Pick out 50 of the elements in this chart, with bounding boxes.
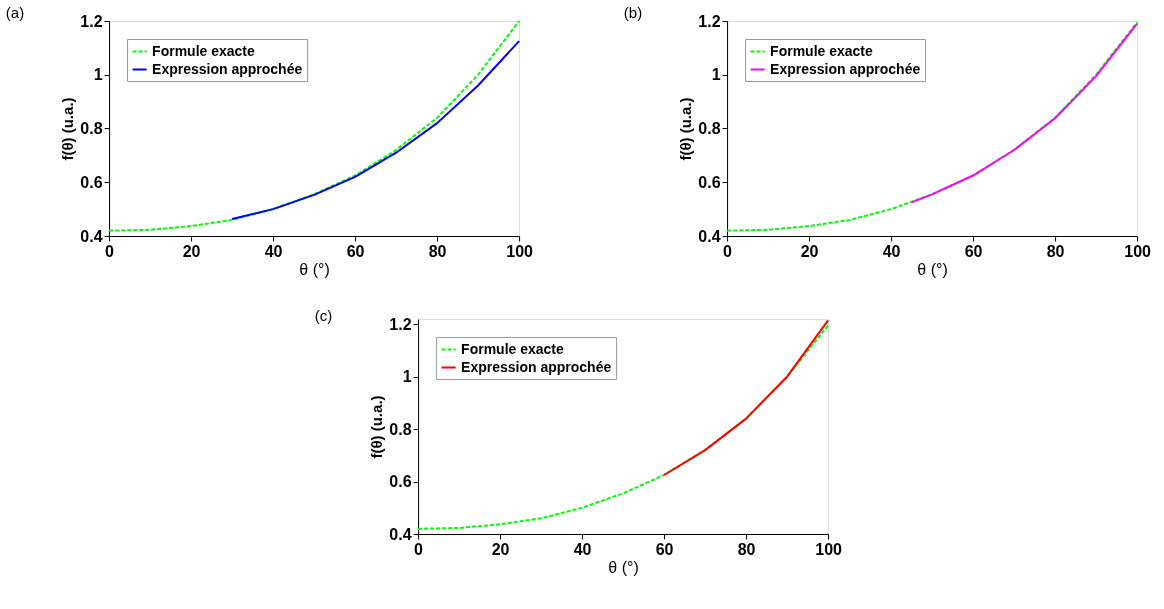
legend-label: Expression approchée xyxy=(152,60,303,77)
x-tick-label: 100 xyxy=(1124,242,1152,260)
y-tick-label: 0.6 xyxy=(80,173,103,191)
y-tick-label: 0.6 xyxy=(698,173,721,191)
x-tick-label: 20 xyxy=(491,540,510,558)
chart-title: (a) xyxy=(5,4,25,21)
x-axis-title: θ (°) xyxy=(299,260,330,278)
x-axis-title: θ (°) xyxy=(917,260,948,278)
y-axis-title: f(θ) (u.a.) xyxy=(59,97,77,161)
y-tick-label: 1 xyxy=(402,368,412,386)
y-axis-title: f(θ) (u.a.) xyxy=(368,395,386,459)
x-tick-label: 100 xyxy=(815,540,843,558)
x-tick-label: 40 xyxy=(573,540,592,558)
x-tick-label: 40 xyxy=(882,242,901,260)
y-tick-label: 0.6 xyxy=(389,473,412,491)
y-tick-label: 0.8 xyxy=(389,420,412,438)
x-tick-label: 60 xyxy=(655,540,674,558)
x-tick-label: 0 xyxy=(105,242,115,260)
chart-title: (b) xyxy=(623,4,643,21)
chart-title: (c) xyxy=(314,307,333,325)
legend-label: Expression approchée xyxy=(461,358,612,375)
x-tick-label: 80 xyxy=(1046,242,1065,260)
x-tick-label: 60 xyxy=(964,242,983,260)
legend-label: Expression approchée xyxy=(770,60,921,77)
x-tick-label: 0 xyxy=(414,540,424,558)
x-tick-label: 0 xyxy=(723,242,733,260)
x-tick-label: 60 xyxy=(346,242,365,260)
y-tick-label: 1.2 xyxy=(389,315,412,333)
line-series xyxy=(108,20,521,232)
x-tick-label: 80 xyxy=(737,540,756,558)
x-tick-label: 20 xyxy=(800,242,819,260)
y-tick-label: 0.4 xyxy=(389,525,412,543)
y-tick-label: 0.8 xyxy=(698,120,721,137)
x-axis-title: θ (°) xyxy=(608,558,639,576)
legend-label: Formule exacte xyxy=(461,340,564,357)
y-tick-label: 1.2 xyxy=(80,12,103,30)
legend-label: Formule exacte xyxy=(770,42,873,59)
x-tick-label: 20 xyxy=(182,242,201,260)
y-tick-label: 0.8 xyxy=(80,120,103,137)
y-tick-label: 1.2 xyxy=(698,12,721,30)
y-axis-title: f(θ) (u.a.) xyxy=(677,97,695,161)
y-tick-label: 0.4 xyxy=(698,227,721,245)
x-tick-label: 40 xyxy=(264,242,283,260)
legend-label: Formule exacte xyxy=(152,42,255,59)
x-tick-label: 100 xyxy=(506,242,534,260)
line-series xyxy=(663,319,830,477)
y-tick-label: 1 xyxy=(93,66,103,84)
y-tick-label: 0.4 xyxy=(80,227,103,245)
x-tick-label: 80 xyxy=(428,242,447,260)
y-tick-label: 1 xyxy=(711,66,721,84)
